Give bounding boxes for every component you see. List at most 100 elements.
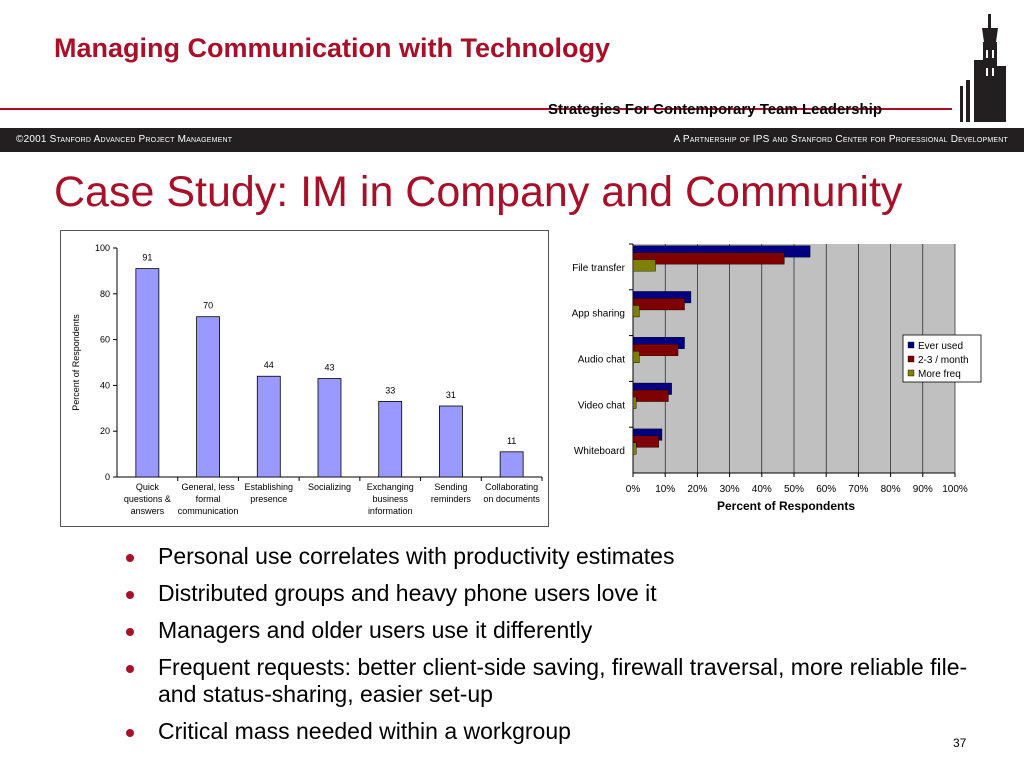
- legend-swatch: [907, 355, 915, 363]
- bullet-icon: [126, 628, 134, 636]
- presentation-subtitle: Strategies For Contemporary Team Leaders…: [548, 101, 882, 118]
- bar: [632, 305, 640, 318]
- bullet-text: Distributed groups and heavy phone users…: [158, 580, 657, 606]
- bar: [135, 268, 160, 478]
- bullet-text: Critical mass needed within a workgroup: [158, 718, 571, 744]
- x-tick-label: Establishing: [245, 482, 294, 492]
- data-label: 70: [203, 301, 213, 311]
- y-tick-label: App sharing: [572, 309, 625, 320]
- x-tick-label: Collaborating: [485, 482, 538, 492]
- bar: [439, 405, 463, 478]
- x-tick-label: 70%: [848, 484, 868, 495]
- bar: [499, 451, 524, 478]
- bar: [256, 375, 281, 478]
- bullet-item: Critical mass needed within a workgroup: [120, 718, 980, 745]
- x-tick-label: Quick: [136, 482, 160, 492]
- bullet-text: Managers and older users use it differen…: [158, 617, 593, 643]
- presentation-title: Managing Communication with Technology: [54, 33, 610, 63]
- legend-label: More freq: [918, 369, 961, 380]
- bar: [632, 389, 669, 402]
- data-label: 43: [324, 363, 334, 373]
- bar: [632, 396, 637, 409]
- x-tick-label: Sending: [434, 482, 467, 492]
- y-tick-label: 80: [100, 289, 110, 299]
- bar: [632, 259, 656, 272]
- x-tick-label: General, less: [182, 482, 236, 492]
- legend-swatch: [907, 369, 915, 377]
- x-tick-label: 60%: [816, 484, 836, 495]
- x-tick-label: formal: [196, 494, 221, 504]
- x-tick-label: 30%: [720, 484, 740, 495]
- usage-purpose-chart-svg: 0 20 40 60 80 100 Percent of Respondents 91 Quic…: [71, 243, 543, 516]
- x-tick-label: business: [372, 494, 408, 504]
- data-label: 33: [385, 385, 395, 395]
- x-tick-label: 40%: [752, 484, 772, 495]
- feature-usage-chart: 0% 10% 20% 30% 40% 50% 60% 70% 80% 90% 100% File tr…: [557, 232, 987, 532]
- y-tick-label: 100: [95, 243, 110, 253]
- bar: [196, 316, 220, 478]
- data-label: 91: [142, 253, 152, 263]
- x-tick-label: 90%: [913, 484, 933, 495]
- y-tick-label: Whiteboard: [574, 446, 625, 457]
- bar: [632, 435, 659, 448]
- x-tick-label: Socializing: [308, 482, 351, 492]
- x-tick-label: 100%: [942, 484, 968, 495]
- partnership-text: A Partnership of IPS and Stanford Center…: [673, 134, 1008, 145]
- bullet-item: Managers and older users use it differen…: [120, 617, 980, 644]
- bar: [632, 298, 685, 311]
- data-label: 44: [264, 360, 274, 370]
- x-tick-label: on documents: [483, 494, 540, 504]
- x-tick-label: reminders: [431, 494, 472, 504]
- x-axis-label: Percent of Respondents: [717, 499, 855, 513]
- y-tick-label: 60: [100, 335, 110, 345]
- bullet-item: Distributed groups and heavy phone users…: [120, 580, 980, 607]
- bar: [317, 378, 342, 478]
- y-tick-label: Video chat: [578, 400, 625, 411]
- y-tick-label: 0: [105, 472, 110, 482]
- bullet-item: Personal use correlates with productivit…: [120, 543, 980, 570]
- y-tick-label: File transfer: [572, 263, 625, 274]
- x-tick-label: 50%: [784, 484, 804, 495]
- y-tick-label: Audio chat: [578, 355, 625, 366]
- bar: [632, 344, 679, 356]
- data-label: 11: [507, 436, 516, 446]
- page-number: 37: [953, 736, 967, 750]
- bullet-item: Frequent requests: better client-side sa…: [120, 654, 980, 708]
- bar: [632, 442, 637, 455]
- feature-usage-chart-svg: 0% 10% 20% 30% 40% 50% 60% 70% 80% 90% 100% File tr…: [572, 243, 982, 513]
- tower-logo-icon: [952, 8, 1014, 126]
- y-axis-label: Percent of Respondents: [71, 314, 81, 411]
- x-tick-label: 80%: [881, 484, 901, 495]
- x-tick-label: answers: [131, 506, 165, 516]
- x-tick-label: presence: [250, 494, 287, 504]
- bullet-icon: [126, 554, 134, 562]
- bar: [378, 401, 403, 478]
- bar: [632, 252, 785, 265]
- y-tick-label: 20: [100, 426, 110, 436]
- legend-box: [902, 334, 982, 383]
- bullet-text: Personal use correlates with productivit…: [158, 543, 675, 569]
- x-tick-label: 20%: [687, 484, 707, 495]
- bar: [632, 351, 640, 363]
- bullet-list: Personal use correlates with productivit…: [120, 543, 980, 755]
- bullet-icon: [126, 591, 134, 599]
- copyright-text: ©2001 Stanford Advanced Project Manageme…: [16, 134, 233, 145]
- header-rule: [0, 108, 958, 110]
- bullet-icon: [126, 665, 134, 673]
- x-tick-label: questions &: [124, 494, 171, 504]
- x-tick-label: 10%: [655, 484, 675, 495]
- x-tick-label: communication: [178, 506, 239, 516]
- legend-swatch: [907, 341, 915, 349]
- bullet-icon: [126, 729, 134, 737]
- data-label: 31: [446, 390, 456, 400]
- legend-label: Ever used: [918, 341, 963, 352]
- bullet-text: Frequent requests: better client-side sa…: [158, 654, 968, 707]
- x-tick-label: Exchanging: [367, 482, 414, 492]
- usage-purpose-chart: 0 20 40 60 80 100 Percent of Respondents 91 Quic…: [60, 230, 549, 527]
- banner-bar: ©2001 Stanford Advanced Project Manageme…: [0, 128, 1024, 152]
- legend-label: 2-3 / month: [918, 355, 969, 366]
- slide-title: Case Study: IM in Company and Community: [54, 168, 903, 216]
- y-tick-label: 40: [100, 380, 110, 390]
- x-tick-label: information: [368, 506, 413, 516]
- x-tick-label: 0%: [626, 484, 641, 495]
